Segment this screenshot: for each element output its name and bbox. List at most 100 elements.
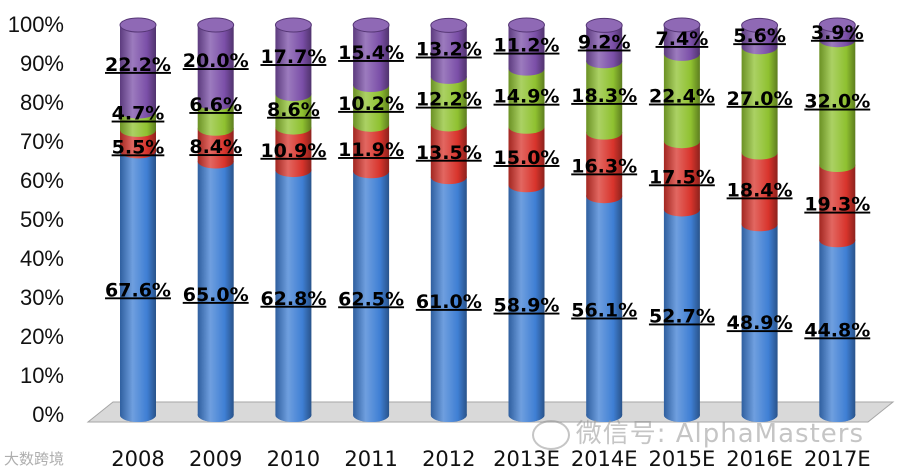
bar-top-cap xyxy=(119,17,157,33)
x-tick-label: 2012 xyxy=(422,447,475,471)
data-label: 32.0% xyxy=(804,91,870,113)
bar-top-cap xyxy=(741,17,779,33)
bar-segment-edge xyxy=(663,46,700,61)
data-label: 15.0% xyxy=(494,147,560,169)
y-tick-label: 90% xyxy=(20,51,64,76)
bar-segment xyxy=(508,185,545,415)
data-label: 58.9% xyxy=(494,295,560,317)
bar-top-cap xyxy=(508,17,545,33)
bar-segment-edge xyxy=(663,134,700,149)
bar-segment-edge xyxy=(120,144,156,159)
bar-segment-edge xyxy=(819,233,856,248)
y-tick-label: 70% xyxy=(20,129,64,154)
bar-top-cap xyxy=(818,17,856,33)
bar-segment xyxy=(741,152,778,225)
data-label: 8.4% xyxy=(189,136,242,158)
bar-top-cap xyxy=(352,17,390,33)
data-label: 7.4% xyxy=(656,28,709,50)
data-label: 18.4% xyxy=(727,179,793,201)
x-tick-label: 2017E xyxy=(804,447,871,471)
y-tick-label: 0% xyxy=(32,402,64,427)
bar-segment-edge xyxy=(508,61,545,76)
y-tick-label: 10% xyxy=(20,363,64,388)
bar-segment-edge xyxy=(120,122,156,137)
data-label: 5.5% xyxy=(112,136,165,158)
bar-segment xyxy=(741,47,778,153)
bar-segment xyxy=(275,127,312,171)
data-label: 62.8% xyxy=(260,288,326,310)
bar-segment-edge xyxy=(819,408,856,422)
data-label: 27.0% xyxy=(727,88,793,110)
bars-layer xyxy=(119,17,856,422)
bar-segment xyxy=(508,68,545,127)
bar-segment xyxy=(353,171,390,415)
x-tick-label: 2010 xyxy=(267,447,320,471)
bar-segment-edge xyxy=(741,217,778,232)
y-tick-label: 80% xyxy=(20,90,64,115)
bar-segment xyxy=(586,132,623,197)
bar-top-cap xyxy=(430,17,468,33)
data-label: 9.2% xyxy=(578,32,631,54)
bar-stack-2013E xyxy=(508,17,545,422)
bar-segment xyxy=(586,196,623,415)
bar-segment-edge xyxy=(430,69,467,84)
wechat-icon xyxy=(531,419,570,450)
bar-segment-edge xyxy=(275,163,312,178)
bar-segment xyxy=(197,25,234,103)
data-label: 13.5% xyxy=(416,142,482,164)
data-label: 15.4% xyxy=(338,42,404,64)
bar-segment-edge xyxy=(508,408,545,422)
data-label: 13.2% xyxy=(416,39,482,61)
bar-segment-edge xyxy=(663,408,700,422)
x-axis: 2008 2009 2010 2011 2012 2013E 2014E 2015E 2016E… xyxy=(111,447,870,471)
data-label: 65.0% xyxy=(183,284,249,306)
bar-top-cap xyxy=(274,17,312,33)
bar-stack-2016E xyxy=(741,17,779,422)
bar-segment-edge xyxy=(430,170,467,185)
bar-segment xyxy=(275,170,312,415)
bar-stack-2009 xyxy=(197,17,235,422)
bar-segment xyxy=(120,25,156,112)
y-tick-label: 30% xyxy=(20,285,64,310)
bar-segment-edge xyxy=(586,189,623,204)
bar-stack-2014E xyxy=(585,17,623,422)
data-label: 67.6% xyxy=(105,279,171,301)
bar-segment-edge xyxy=(353,164,390,179)
bar-stack-2010 xyxy=(274,17,312,422)
bar-segment xyxy=(430,124,467,178)
data-label: 22.2% xyxy=(105,54,171,76)
bar-segment xyxy=(819,240,856,415)
x-tick-label: 2011 xyxy=(344,447,397,471)
bar-segment-edge xyxy=(819,158,856,173)
bar-segment-edge xyxy=(741,40,778,55)
data-label: 3.9% xyxy=(811,22,864,44)
bar-segment-edge xyxy=(508,178,545,193)
data-label: 10.9% xyxy=(260,140,326,162)
bar-segment-edge xyxy=(819,33,856,48)
x-tick-label: 2016E xyxy=(726,447,793,471)
data-label: 14.9% xyxy=(494,86,560,108)
bar-stack-2008 xyxy=(119,17,157,422)
bar-segment-edge xyxy=(275,408,312,422)
bar-segment-edge xyxy=(120,408,156,422)
bar-segment xyxy=(353,124,390,172)
bar-segment xyxy=(663,53,700,142)
x-tick-label: 2015E xyxy=(649,447,716,471)
bar-top-cap xyxy=(663,17,701,33)
bar-segment xyxy=(819,40,856,166)
bar-segment-edge xyxy=(741,408,778,422)
y-tick-label: 100% xyxy=(8,12,64,37)
y-axis: 0% 10% 20% 30% 40% 50% 60% 70% 80% 90% 100% xyxy=(8,12,64,427)
bar-stack-2015E xyxy=(663,17,701,422)
bar-segment-edge xyxy=(586,125,623,140)
bar-segment xyxy=(430,76,467,125)
bar-top-cap xyxy=(197,17,235,33)
data-label: 11.2% xyxy=(494,35,560,57)
bar-segment-edge xyxy=(197,154,234,169)
bar-segment-edge xyxy=(197,408,234,422)
bar-stack-2011 xyxy=(352,17,390,422)
bar-segment-edge xyxy=(353,78,390,93)
bar-segment xyxy=(741,224,778,415)
data-label: 6.6% xyxy=(189,94,242,116)
